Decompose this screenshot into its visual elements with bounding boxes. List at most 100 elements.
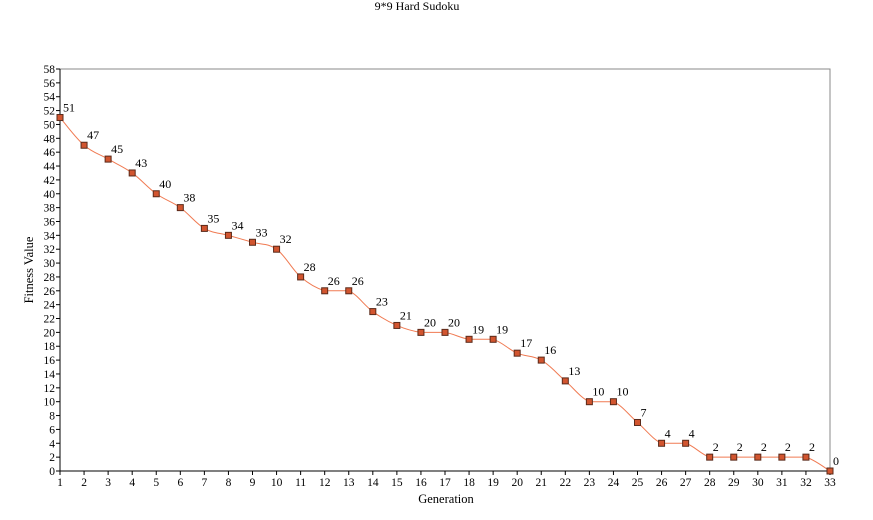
data-point	[321, 287, 329, 295]
data-label: 38	[183, 191, 195, 205]
y-tick-label: 28	[44, 272, 56, 284]
data-label: 2	[785, 440, 791, 454]
data-point	[609, 398, 617, 406]
x-tick-label: 14	[367, 477, 379, 489]
y-tick-label: 2	[49, 452, 55, 464]
data-point	[513, 349, 521, 357]
y-tick-label: 10	[44, 397, 56, 409]
data-label: 10	[592, 385, 604, 399]
x-tick-label: 25	[632, 477, 644, 489]
y-axis: 0246810121416182022242628303234363840424…	[44, 64, 61, 478]
x-tick-label: 18	[463, 477, 475, 489]
plot-area	[59, 68, 831, 472]
data-point	[345, 287, 353, 295]
data-point	[80, 141, 88, 149]
y-tick-label: 4	[49, 438, 55, 450]
x-tick-label: 30	[752, 477, 764, 489]
x-tick-label: 32	[800, 477, 812, 489]
data-point	[441, 328, 449, 336]
x-tick-label: 19	[487, 477, 499, 489]
x-tick-label: 2	[81, 477, 87, 489]
data-label: 34	[231, 218, 243, 232]
y-tick-label: 22	[44, 314, 56, 326]
data-point	[706, 453, 714, 461]
data-point	[417, 328, 425, 336]
y-tick-label: 58	[44, 64, 56, 76]
y-tick-label: 20	[44, 327, 56, 339]
data-point	[489, 335, 497, 343]
data-point	[273, 245, 281, 253]
x-tick-label: 5	[153, 477, 159, 489]
data-point	[802, 453, 810, 461]
x-tick-label: 27	[680, 477, 692, 489]
data-point	[585, 398, 593, 406]
data-point	[778, 453, 786, 461]
y-tick-label: 18	[44, 341, 56, 353]
data-label: 4	[689, 426, 695, 440]
data-label: 32	[280, 232, 292, 246]
y-tick-label: 12	[44, 383, 56, 395]
y-axis-label: Fitness Value	[22, 236, 36, 303]
data-label: 0	[833, 454, 839, 468]
x-tick-label: 13	[343, 477, 355, 489]
y-tick-label: 34	[44, 230, 56, 242]
data-label: 2	[761, 440, 767, 454]
x-tick-label: 11	[295, 477, 306, 489]
x-tick-label: 8	[226, 477, 232, 489]
data-label: 33	[256, 225, 268, 239]
fitness-markers	[56, 114, 834, 475]
x-axis: 1 2 3 4 5 6 7 8 9 10 11 12 13 14 15 16 17 18 19 20 21 22 23 24 2…	[57, 470, 836, 489]
data-point	[200, 224, 208, 232]
data-label: 20	[448, 315, 460, 329]
y-tick-label: 56	[44, 78, 56, 90]
x-tick-label: 6	[177, 477, 183, 489]
x-tick-label: 1	[57, 477, 63, 489]
data-point	[730, 453, 738, 461]
data-label: 2	[737, 440, 743, 454]
data-point	[634, 418, 641, 426]
x-tick-label: 15	[391, 477, 403, 489]
x-axis-label: Generation	[418, 492, 474, 506]
data-point	[465, 335, 473, 343]
x-tick-label: 33	[824, 477, 836, 489]
x-tick-label: 21	[536, 477, 548, 489]
data-point	[369, 308, 377, 316]
x-tick-label: 22	[560, 477, 572, 489]
data-point	[561, 377, 569, 385]
x-tick-label: 16	[415, 477, 427, 489]
y-tick-label: 40	[44, 189, 56, 201]
data-point	[297, 273, 305, 281]
data-label: 19	[472, 322, 484, 336]
data-label: 26	[328, 274, 340, 288]
data-point	[393, 321, 401, 329]
x-tick-label: 4	[129, 477, 135, 489]
x-tick-label: 3	[105, 477, 111, 489]
data-point	[104, 155, 112, 163]
data-label: 21	[400, 308, 412, 322]
x-tick-label: 28	[704, 477, 716, 489]
x-tick-label: 9	[250, 477, 256, 489]
y-tick-label: 38	[44, 203, 56, 215]
y-tick-label: 0	[49, 466, 55, 478]
x-tick-label: 20	[511, 477, 523, 489]
data-label: 45	[111, 142, 123, 156]
y-tick-label: 14	[44, 369, 56, 381]
data-point	[826, 467, 834, 475]
y-tick-label: 42	[44, 175, 56, 187]
data-label: 4	[665, 426, 671, 440]
x-tick-label: 23	[584, 477, 596, 489]
data-label: 51	[63, 101, 75, 115]
x-tick-label: 29	[728, 477, 740, 489]
data-point	[249, 238, 256, 246]
data-label: 28	[304, 260, 316, 274]
data-label: 20	[424, 315, 436, 329]
data-label: 47	[87, 128, 99, 142]
y-tick-label: 48	[44, 133, 56, 145]
y-tick-label: 32	[44, 244, 56, 256]
data-point	[224, 231, 232, 239]
data-point	[537, 356, 545, 364]
data-label: 19	[496, 322, 508, 336]
x-tick-label: 17	[439, 477, 451, 489]
y-tick-label: 44	[44, 161, 56, 173]
